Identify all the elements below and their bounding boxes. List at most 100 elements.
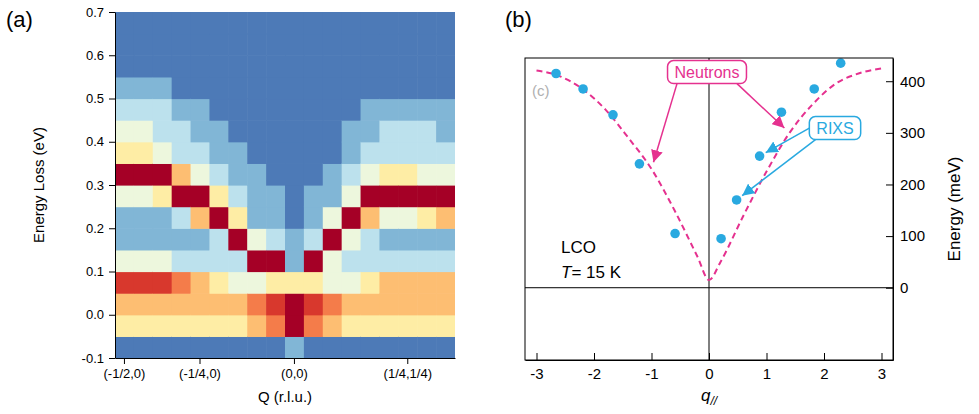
heatmap-cell (172, 55, 191, 77)
heatmap-cell (323, 336, 342, 358)
heatmap-cell (285, 77, 304, 99)
heatmap-cell (398, 336, 417, 358)
heatmap-cell (304, 228, 323, 250)
heatmap-cell (379, 293, 398, 315)
heatmap-cell (417, 315, 436, 337)
heatmap-cell (266, 228, 285, 250)
plot-marks (537, 58, 882, 280)
y-axis-tick-mark (109, 315, 115, 316)
heatmap-cell (172, 12, 191, 34)
heatmap-cell (172, 99, 191, 121)
heatmap-cell (191, 34, 210, 56)
y-axis-tick-mark (109, 228, 115, 229)
x-axis: (-1/2,0)(-1/4,0)(0,0)(1/4,1/4) (103, 358, 455, 381)
heatmap-cell (247, 315, 266, 337)
heatmap-cell (379, 315, 398, 337)
heatmap-cell (266, 77, 285, 99)
heatmap-cell (342, 228, 361, 250)
heatmap-cell (417, 120, 436, 142)
heatmap-cell (266, 120, 285, 142)
heatmap-cell (247, 142, 266, 164)
heatmap-cell (266, 55, 285, 77)
heatmap-cell (191, 250, 210, 272)
heatmap-cell (436, 250, 455, 272)
x-axis-tick-label: (0,0) (281, 366, 308, 381)
heatmap-cell (285, 142, 304, 164)
y-axis-title: Energy (meV) (945, 157, 964, 262)
heatmap-cell (323, 163, 342, 185)
heatmap-cell (153, 142, 172, 164)
x-axis-tick-mark (652, 353, 653, 360)
heatmap-cell (266, 99, 285, 121)
heatmap-cell (209, 12, 228, 34)
heatmap-cell (436, 120, 455, 142)
heatmap-cell (134, 336, 153, 358)
heatmap-cell (398, 250, 417, 272)
heatmap-cell (361, 55, 380, 77)
heatmap-cell (361, 99, 380, 121)
heatmap-cell (436, 12, 455, 34)
heatmap-cell (323, 272, 342, 294)
x-axis-tick: -1 (645, 353, 658, 382)
heatmap-cell (398, 12, 417, 34)
heatmap-cell (153, 336, 172, 358)
heatmap-cell (209, 55, 228, 77)
heatmap-cell (172, 77, 191, 99)
heatmap-cell (398, 99, 417, 121)
heatmap-cell (115, 99, 134, 121)
heatmap-cell (228, 163, 247, 185)
heatmap (115, 12, 455, 358)
heatmap-cell (115, 77, 134, 99)
heatmap-cell (134, 99, 153, 121)
heatmap-cell (342, 336, 361, 358)
heatmap-cell (247, 272, 266, 294)
heatmap-cell (304, 336, 323, 358)
heatmap-cell (266, 336, 285, 358)
heatmap-cell (361, 34, 380, 56)
heatmap-cell (209, 272, 228, 294)
heatmap-cell (153, 120, 172, 142)
heatmap-cell (285, 250, 304, 272)
x-axis-tick: 0 (705, 353, 713, 382)
heatmap-cell (115, 315, 134, 337)
heatmap-cell (228, 207, 247, 229)
heatmap-cell (285, 12, 304, 34)
heatmap-cell (323, 12, 342, 34)
y-axis-title: Energy Loss (eV) (30, 127, 47, 243)
heatmap-cell (342, 207, 361, 229)
heatmap-cell (398, 272, 417, 294)
heatmap-cell (191, 336, 210, 358)
heatmap-cell (417, 142, 436, 164)
heatmap-cell (304, 120, 323, 142)
heatmap-cell (436, 142, 455, 164)
heatmap-cell (247, 34, 266, 56)
y-axis-tick-mark (886, 288, 893, 289)
x-axis-tick: (1/4,1/4) (384, 358, 432, 381)
heatmap-cell (342, 34, 361, 56)
heatmap-cell (266, 250, 285, 272)
x-axis: -3-2-10123 (526, 353, 894, 382)
x-axis-tick-label: 3 (878, 365, 886, 382)
heatmap-cell (209, 34, 228, 56)
heatmap-cell (115, 12, 134, 34)
y-axis-tick: 0 (886, 279, 908, 296)
heatmap-cell (361, 293, 380, 315)
series-point (608, 110, 618, 120)
heatmap-cell (361, 12, 380, 34)
heatmap-cell (115, 55, 134, 77)
heatmap-cell (228, 336, 247, 358)
x-axis-tick-label: -1 (645, 365, 658, 382)
heatmap-cell (115, 293, 134, 315)
heatmap-cell (153, 99, 172, 121)
heatmap-cell (172, 272, 191, 294)
callout-label: RIXS (816, 120, 853, 137)
heatmap-cell (172, 336, 191, 358)
x-axis-tick: (-1/2,0) (103, 358, 145, 381)
heatmap-cell (436, 99, 455, 121)
heatmap-cell (398, 120, 417, 142)
heatmap-cell (323, 99, 342, 121)
series-point (836, 58, 846, 68)
x-axis-line (116, 358, 456, 359)
y-axis-tick-label: -0.1 (82, 351, 104, 366)
annotation: (c) (532, 82, 550, 99)
